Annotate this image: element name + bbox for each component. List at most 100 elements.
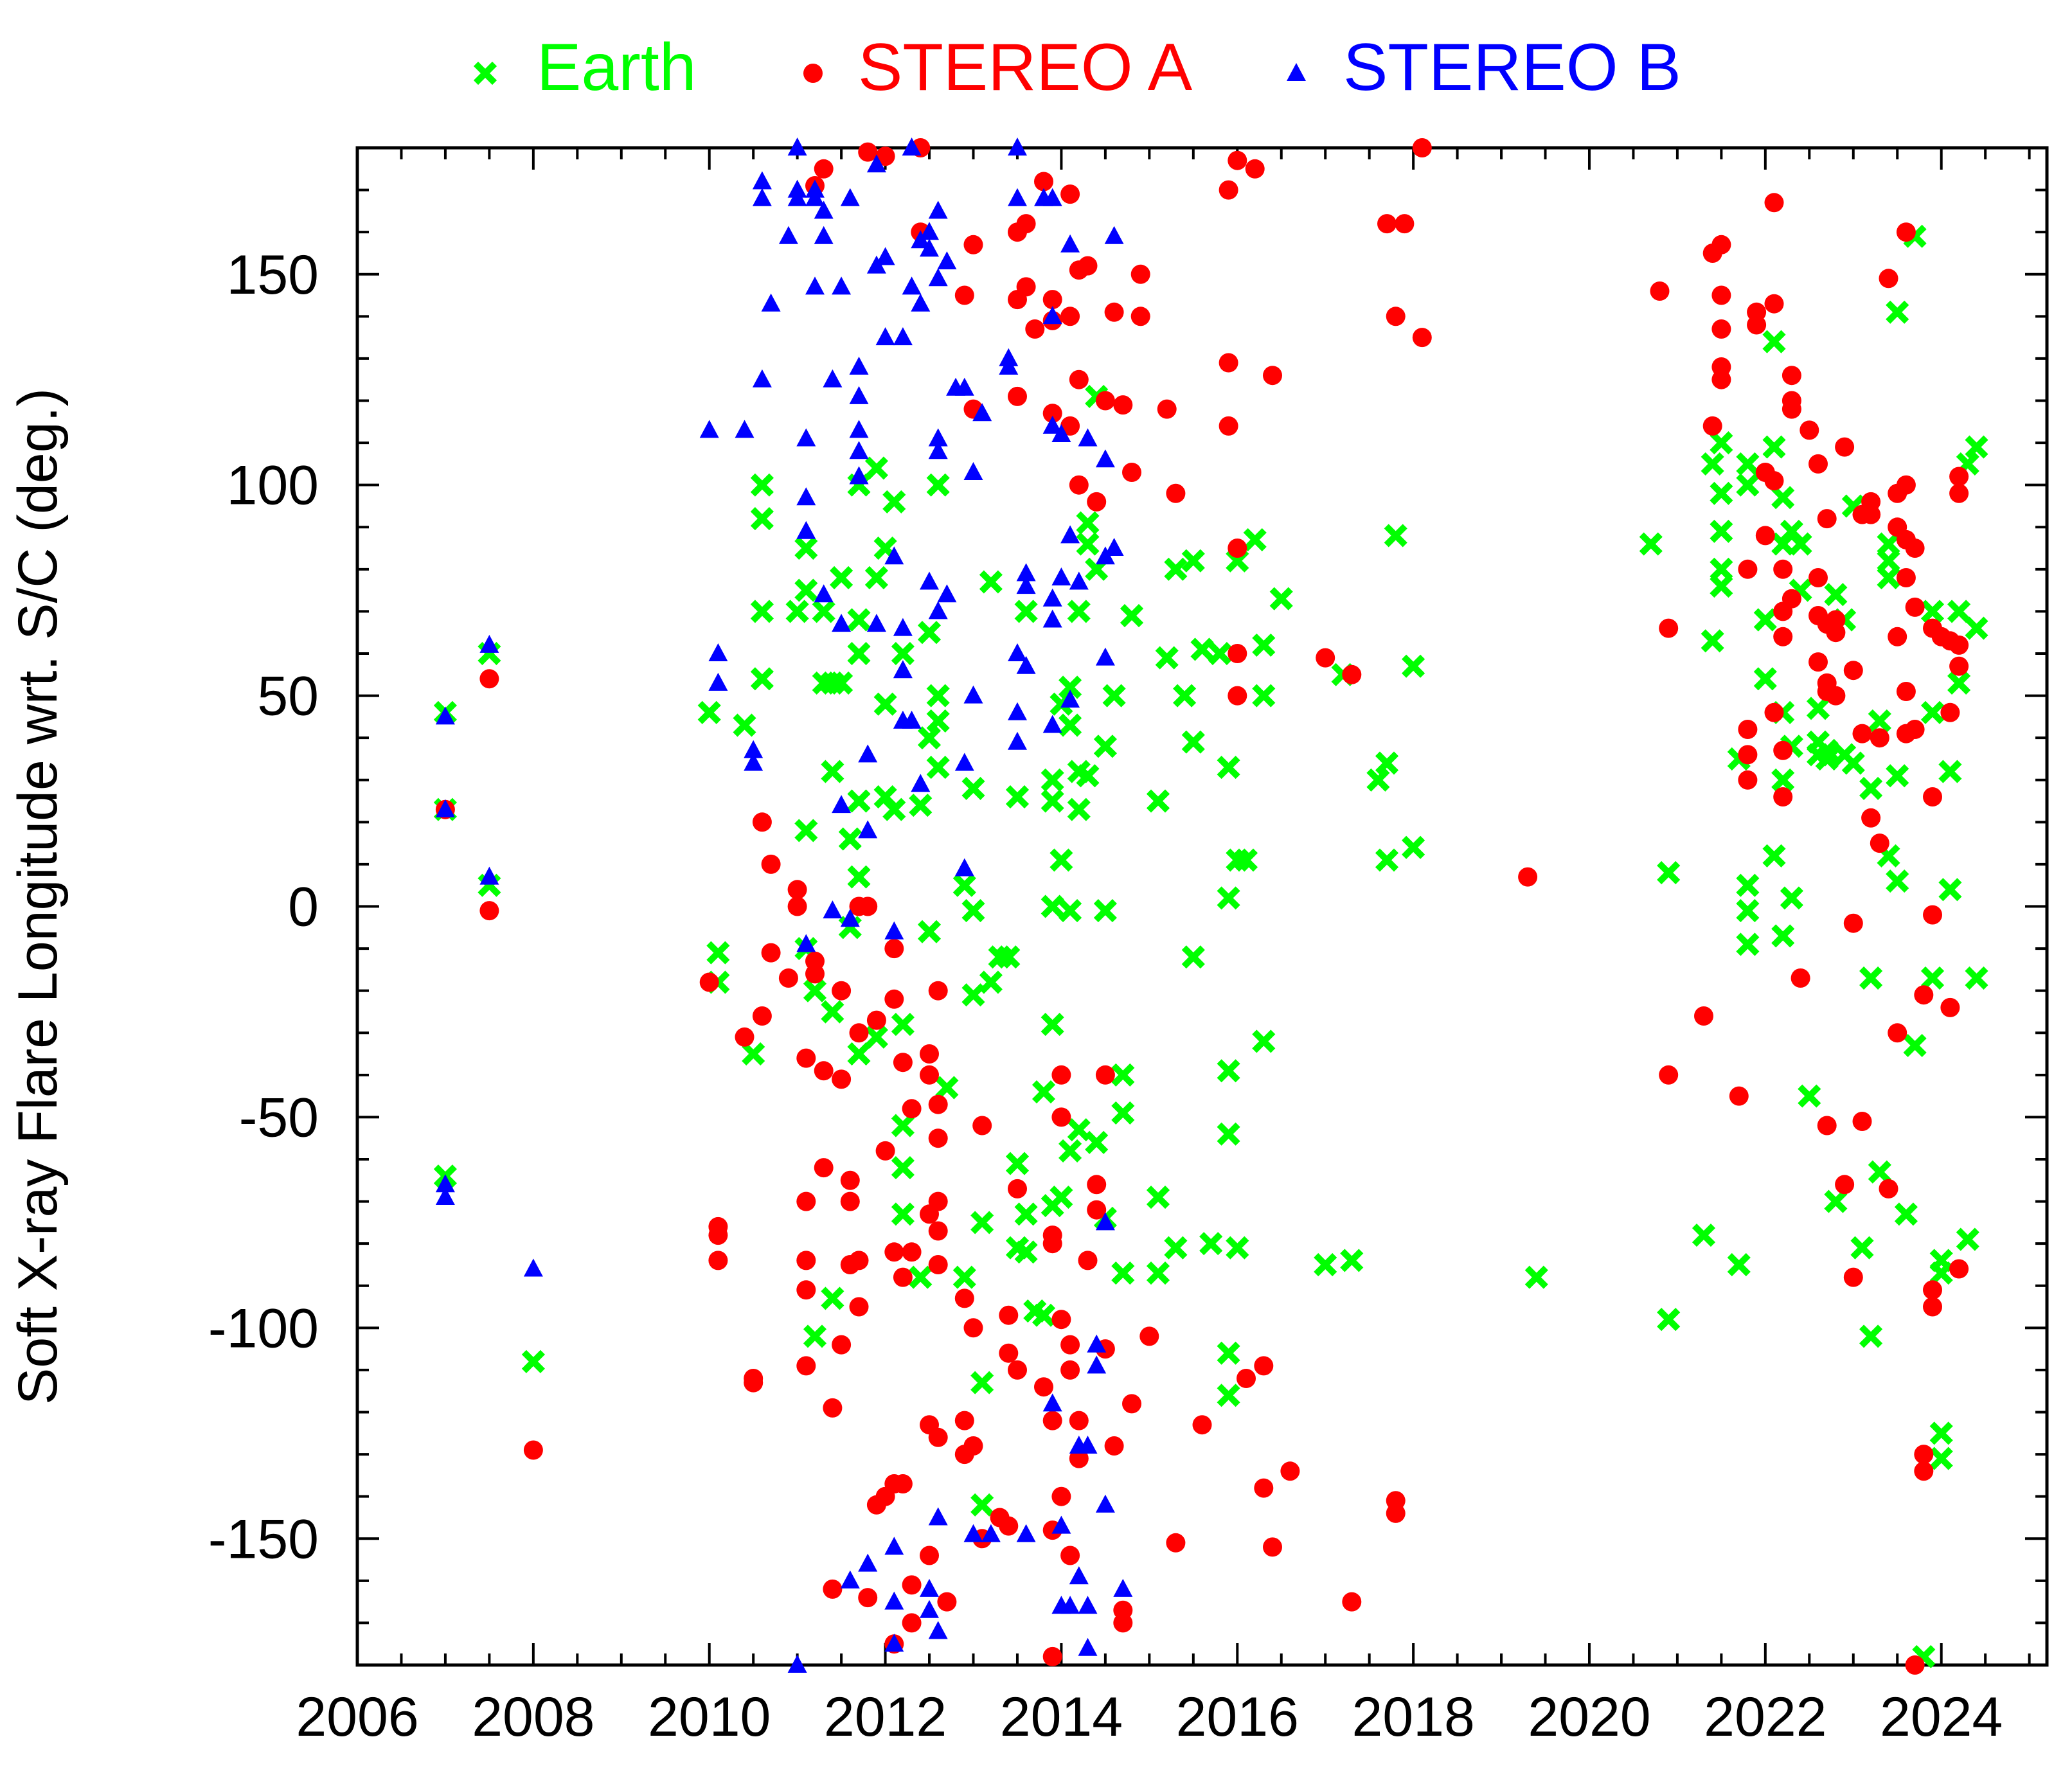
data-point: [1826, 686, 1846, 706]
data-point: [796, 428, 816, 447]
data-point: [1046, 794, 1060, 808]
data-point: [1130, 307, 1150, 326]
data-point: [823, 1398, 843, 1418]
data-point: [840, 1170, 860, 1190]
data-point: [967, 988, 981, 1002]
data-point: [1016, 1524, 1036, 1542]
data-point: [840, 1191, 860, 1211]
data-point: [931, 760, 945, 774]
data-point: [1943, 765, 1957, 779]
data-point: [866, 1010, 886, 1030]
data-point: [761, 854, 781, 874]
data-point: [920, 1546, 939, 1565]
data-point: [1072, 604, 1086, 618]
data-point: [1747, 302, 1767, 322]
data-point: [975, 1498, 989, 1512]
data-point: [1380, 756, 1394, 771]
data-point: [1940, 997, 1960, 1017]
data-point: [902, 1613, 922, 1633]
data-point: [1098, 739, 1112, 753]
data-point: [893, 1474, 913, 1493]
data-point: [1095, 647, 1115, 666]
data-point: [963, 462, 983, 480]
data-point: [931, 478, 945, 492]
data-point: [744, 1369, 764, 1388]
data-point: [1228, 150, 1247, 170]
data-point: [1222, 1127, 1236, 1141]
data-point: [1107, 689, 1121, 703]
data-point: [958, 1270, 972, 1285]
data-point: [1949, 483, 1969, 503]
x-tick-label: 2020: [1528, 1686, 1650, 1748]
data-point: [1740, 457, 1755, 471]
data-point: [1802, 1089, 1816, 1103]
data-point: [1008, 386, 1027, 406]
data-point: [823, 1579, 843, 1599]
data-point: [796, 521, 816, 539]
data-point: [814, 226, 834, 244]
x-tick-label: 2018: [1352, 1686, 1474, 1748]
data-point: [796, 1048, 816, 1068]
data-point: [1060, 307, 1080, 326]
legend-item-stereo-a: STEREO A: [803, 30, 1193, 105]
data-point: [920, 1044, 939, 1064]
data-point: [884, 989, 904, 1009]
data-point: [1386, 307, 1406, 326]
data-point: [1078, 428, 1098, 447]
data-point: [1095, 1065, 1115, 1085]
data-point: [1697, 1228, 1711, 1242]
data-point: [1659, 1065, 1679, 1085]
data-point: [1908, 1038, 1922, 1053]
y-tick-label: -50: [239, 1087, 319, 1148]
data-point: [928, 601, 948, 619]
data-point: [928, 1507, 948, 1526]
data-point: [526, 1355, 540, 1369]
data-point: [1970, 971, 1984, 985]
data-point: [875, 327, 895, 346]
data-point: [1890, 305, 1904, 319]
series-earth: [438, 229, 1984, 1664]
legend-label-stereo-a: STEREO A: [858, 30, 1193, 105]
data-point: [1256, 1034, 1271, 1048]
x-tick-label: 2014: [1000, 1686, 1123, 1748]
data-point: [1248, 533, 1262, 547]
data-point: [879, 541, 893, 555]
data-point: [849, 420, 869, 438]
data-point: [1711, 235, 1731, 254]
data-point: [1051, 1107, 1071, 1127]
data-point: [1186, 554, 1201, 568]
data-point: [735, 420, 755, 438]
data-point: [761, 943, 781, 963]
data-point: [825, 1005, 839, 1019]
data-point: [752, 812, 772, 832]
data-point: [875, 1141, 895, 1161]
data-point: [1758, 672, 1773, 686]
legend-marker-glyph: [1287, 63, 1306, 81]
data-point: [1758, 613, 1773, 627]
data-point: [1008, 702, 1027, 720]
data-point: [843, 832, 857, 846]
data-point: [1095, 1494, 1115, 1513]
data-point: [1644, 537, 1658, 551]
data-point: [896, 646, 910, 661]
data-point: [1879, 1179, 1898, 1198]
data-point: [902, 276, 922, 295]
data-point: [1046, 900, 1060, 914]
data-point: [922, 625, 936, 639]
y-tick-label: 100: [227, 455, 319, 517]
data-point: [1740, 478, 1755, 492]
data-point: [825, 1291, 839, 1305]
data-point: [778, 226, 798, 244]
data-point: [1377, 214, 1397, 234]
data-point: [1069, 571, 1089, 590]
data-point: [920, 571, 939, 590]
data-point: [1219, 416, 1238, 436]
data-point: [735, 1027, 755, 1047]
data-point: [1785, 891, 1799, 905]
data-point: [1711, 370, 1731, 389]
data-point: [1228, 686, 1247, 706]
data-point: [913, 798, 927, 812]
data-point: [1711, 319, 1731, 339]
data-point: [752, 1006, 772, 1026]
data-point: [1828, 587, 1843, 601]
